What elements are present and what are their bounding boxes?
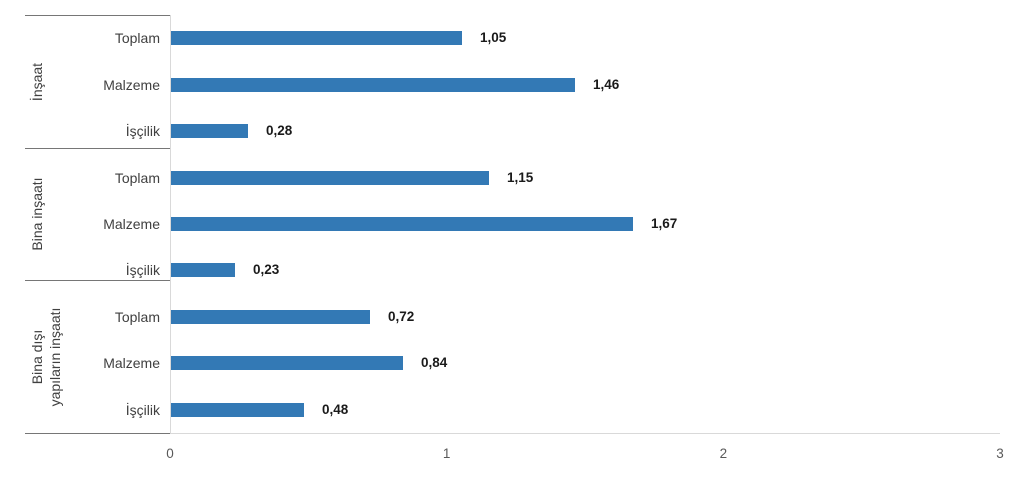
value-label: 1,05: [480, 30, 507, 46]
value-label: 0,28: [266, 123, 293, 139]
bar-i̇şçilik: [171, 402, 304, 417]
category-label-malzeme: Malzeme: [103, 355, 160, 372]
group-separator-line: [25, 280, 170, 281]
category-label-malzeme: Malzeme: [103, 76, 160, 93]
value-label: 1,15: [507, 169, 534, 185]
value-axis-line: [170, 15, 171, 433]
value-label: 0,48: [322, 401, 349, 417]
group-label-1: İnşaat: [28, 62, 46, 100]
group-separator-line: [25, 15, 170, 16]
group-label-line: Bina inşaatı: [29, 177, 45, 251]
x-axis-tick-2: 2: [719, 446, 728, 461]
bar-toplam: [171, 309, 370, 324]
category-label-i̇şçilik: İşçilik: [125, 123, 160, 140]
bar-malzeme: [171, 77, 575, 92]
bar-toplam: [171, 31, 462, 46]
group-label-line: İnşaat: [29, 62, 45, 101]
x-axis-tick-0: 0: [166, 446, 174, 461]
value-label: 0,84: [421, 355, 448, 371]
x-axis-line: [170, 433, 1000, 434]
group-label-2: Bina inşaatı: [28, 177, 46, 250]
bar-toplam: [171, 170, 489, 185]
value-label: 1,67: [651, 216, 678, 231]
value-label: 0,72: [388, 308, 415, 324]
category-label-i̇şçilik: İşçilik: [125, 262, 160, 279]
category-label-toplam: Toplam: [114, 169, 160, 186]
category-label-i̇şçilik: İşçilik: [125, 401, 160, 418]
group-label-3: Bina dışı yapıların inşaatı: [28, 307, 64, 406]
value-label: 1,46: [593, 76, 620, 92]
x-axis-tick-1: 1: [442, 446, 451, 461]
category-label-toplam: Toplam: [114, 30, 160, 47]
x-axis-tick-3: 3: [996, 446, 1004, 461]
category-label-toplam: Toplam: [114, 308, 160, 325]
group-separator-line: [25, 433, 170, 434]
value-label: 0,23: [253, 262, 280, 278]
group-label-line: Bina dışı: [29, 329, 45, 384]
bar-malzeme: [171, 356, 403, 371]
group-label-line: yapıların inşaatı: [47, 307, 63, 406]
category-label-malzeme: Malzeme: [103, 216, 160, 232]
bar-i̇şçilik: [171, 124, 248, 139]
group-separator-line: [25, 148, 170, 149]
bar-i̇şçilik: [171, 263, 235, 278]
bar-malzeme: [171, 217, 633, 231]
